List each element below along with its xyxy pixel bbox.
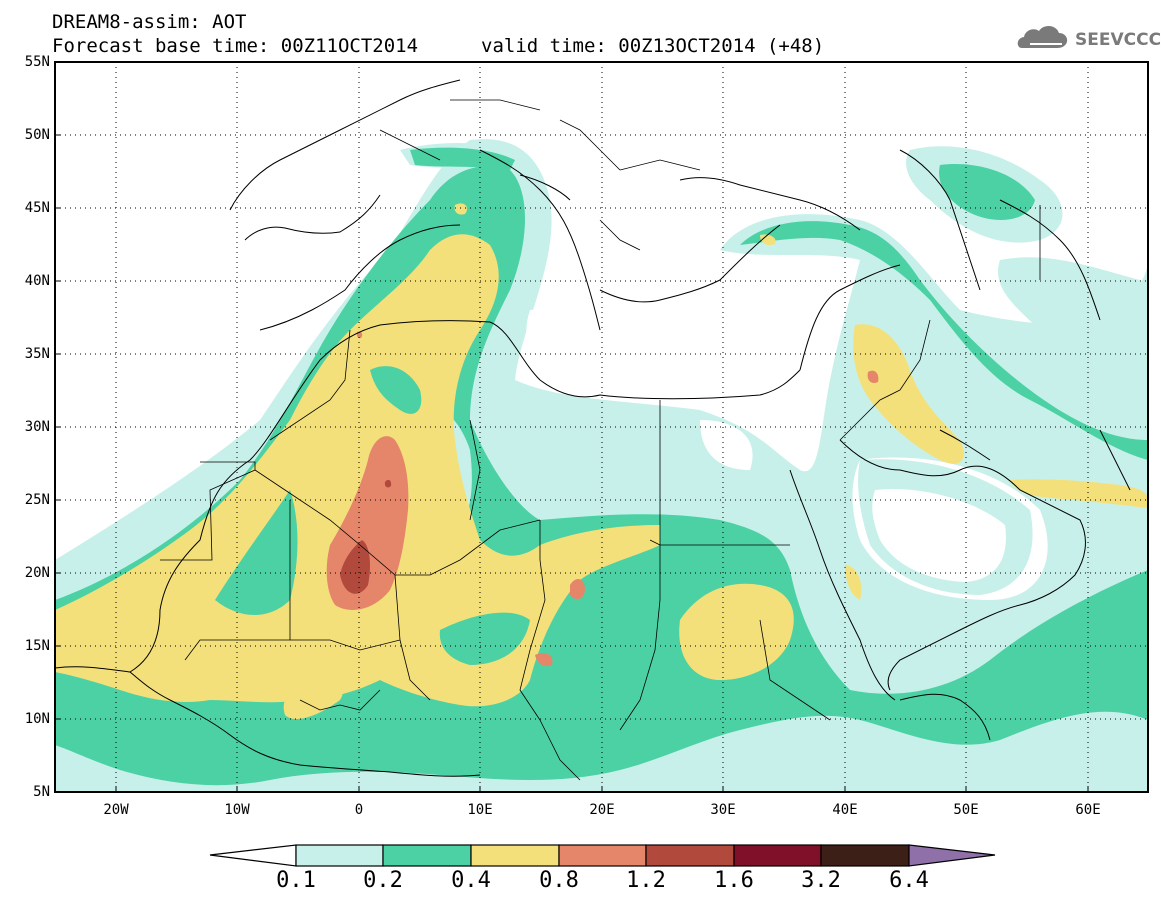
lat-label: 30N	[24, 419, 50, 435]
colorbar-bin-1	[295, 844, 384, 867]
forecast-base-time: Forecast base time: 00Z11OCT2014	[52, 35, 419, 57]
cloud-icon	[1017, 25, 1068, 48]
colorbar-bin-5	[645, 844, 735, 867]
axis-ticks	[55, 61, 1089, 793]
colorbar-high-arrow	[908, 844, 996, 867]
lat-label: 20N	[24, 565, 50, 581]
colorbar-label: 0.8	[539, 868, 579, 893]
lat-label: 35N	[24, 346, 50, 362]
lat-label: 10N	[24, 711, 50, 727]
colorbar-bin-4	[558, 844, 647, 867]
lon-label: 10E	[467, 802, 493, 818]
colorbar-label: 0.1	[276, 868, 316, 893]
colorbar	[209, 844, 996, 867]
colorbar-bin-6	[733, 844, 822, 867]
colorbar-label: 3.2	[801, 868, 841, 893]
colorbar-label: 1.2	[626, 868, 666, 893]
lat-label: 40N	[24, 273, 50, 289]
lon-label: 60E	[1075, 802, 1101, 818]
lat-label: 50N	[24, 127, 50, 143]
colorbar-label: 1.6	[714, 868, 754, 893]
lon-label: 30E	[710, 802, 736, 818]
graticule	[55, 62, 1148, 792]
logo-text: SEEVCCC	[1075, 30, 1162, 50]
lon-label: 20E	[589, 802, 615, 818]
lon-label: 40E	[832, 802, 858, 818]
colorbar-low-arrow	[209, 844, 297, 867]
country-borders	[160, 99, 1041, 781]
lon-label: 50E	[953, 802, 979, 818]
lon-label: 0	[354, 802, 364, 818]
lat-label: 5N	[33, 784, 50, 800]
map-title: DREAM8-assim: AOT	[52, 11, 247, 33]
lon-label: 20W	[103, 802, 129, 818]
lon-label: 10W	[224, 802, 250, 818]
colorbar-bin-3	[470, 844, 560, 867]
colorbar-label: 0.4	[451, 868, 491, 893]
colorbar-label: 6.4	[889, 868, 929, 893]
colorbar-bin-2	[382, 844, 472, 867]
lat-label: 45N	[24, 200, 50, 216]
aot-shading	[55, 139, 1148, 792]
lat-label: 55N	[24, 54, 50, 70]
valid-time: valid time: 00Z13OCT2014 (+48)	[481, 35, 825, 57]
colorbar-bin-7	[820, 844, 910, 867]
lat-label: 15N	[24, 638, 50, 654]
coastlines	[55, 79, 1131, 777]
lat-label: 25N	[24, 492, 50, 508]
colorbar-label: 0.2	[363, 868, 403, 893]
